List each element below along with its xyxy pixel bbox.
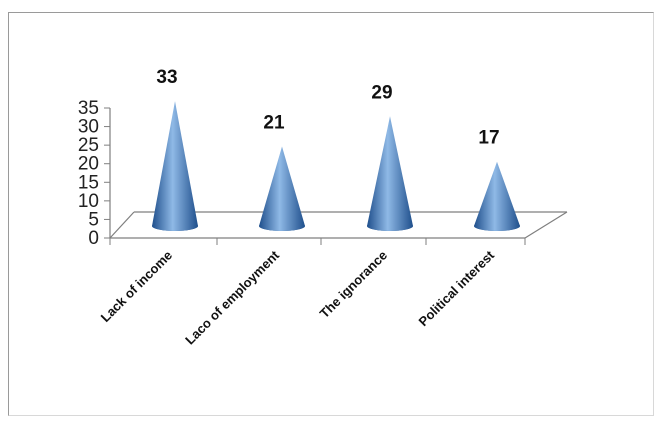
data-labels: 33 21 29 17	[156, 67, 499, 149]
y-tick-label: 30	[78, 117, 99, 138]
cone-body	[259, 146, 305, 231]
cone-bar	[259, 146, 305, 231]
cone-body	[474, 161, 520, 231]
cone-series	[152, 101, 520, 231]
data-label: 29	[371, 82, 392, 103]
data-label: 17	[478, 128, 499, 149]
cone-body	[367, 116, 413, 231]
category-label: The ignorance	[317, 248, 390, 321]
cone-body	[152, 101, 198, 231]
y-tick-marks	[104, 107, 110, 239]
cone-bar	[152, 101, 198, 231]
y-tick-label: 0	[88, 228, 99, 249]
x-tick-marks	[109, 238, 526, 245]
category-label: Laco of employment	[182, 247, 282, 347]
y-tick-label: 25	[78, 135, 99, 156]
data-label: 21	[263, 113, 285, 134]
cone-bar	[474, 161, 520, 231]
y-tick-label: 20	[78, 154, 99, 175]
cone-bar	[367, 116, 413, 231]
category-labels: Lack of income Laco of employment The igno…	[98, 247, 498, 347]
y-tick-label: 5	[88, 209, 99, 230]
y-tick-label: 15	[78, 172, 99, 193]
category-label: Lack of income	[98, 248, 176, 326]
data-label: 33	[156, 67, 177, 88]
chart-area	[8, 12, 654, 416]
y-tick-label: 35	[78, 98, 99, 119]
category-label: Political interest	[416, 247, 498, 329]
y-tick-label: 10	[78, 191, 99, 212]
